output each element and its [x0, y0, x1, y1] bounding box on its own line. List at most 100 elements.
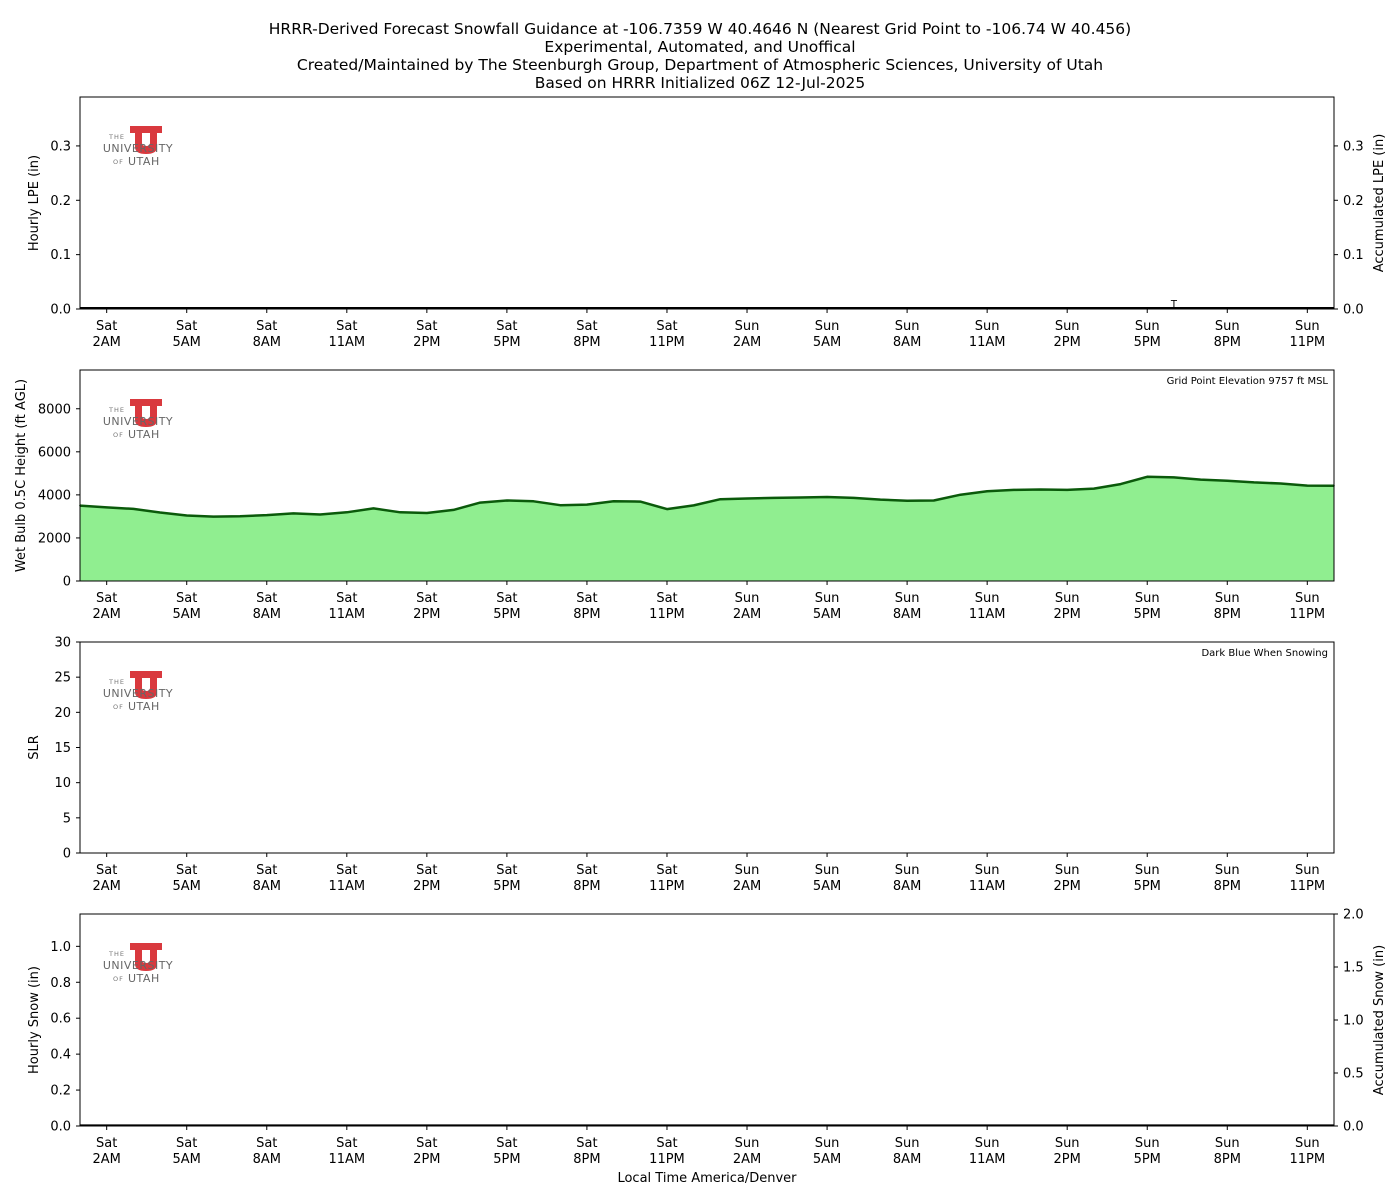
x-tick-day-label: Sat: [96, 1136, 117, 1151]
x-tick-day-label: Sat: [576, 1136, 597, 1151]
y-tick-label: 0: [63, 575, 71, 590]
data-point: [105, 506, 108, 509]
y-tick-label: 0.3: [50, 139, 71, 154]
x-tick-day-label: Sun: [1135, 591, 1160, 606]
y2-tick-label: 1.0: [1343, 1014, 1364, 1029]
logo-text-of: OF: [113, 431, 124, 439]
data-point: [292, 512, 295, 515]
data-point: [692, 504, 695, 507]
x-tick-time-label: 11AM: [969, 335, 1006, 350]
x-tick-time-label: 11AM: [328, 335, 365, 350]
x-tick-day-label: Sat: [96, 591, 117, 606]
x-tick-day-label: Sat: [496, 319, 517, 334]
series-line: [79, 475, 1335, 518]
logo-text-university: UNIVERSITY: [103, 959, 173, 972]
x-tick-time-label: 5PM: [493, 607, 520, 622]
y2-tick-label: 0.0: [1343, 303, 1364, 318]
x-tick-time-label: 2AM: [733, 1152, 761, 1167]
data-point: [185, 514, 188, 517]
logo-text-the: THE: [108, 133, 125, 141]
x-tick-day-label: Sat: [336, 319, 357, 334]
x-tick-time-label: 8AM: [893, 335, 921, 350]
y-tick-label: 0.2: [50, 1084, 71, 1099]
y2-tick-label: 0.5: [1343, 1067, 1364, 1082]
data-point: [719, 498, 722, 501]
x-tick-time-label: 2AM: [92, 879, 120, 894]
data-point: [239, 515, 241, 517]
figure-title: HRRR-Derived Forecast Snowfall Guidance …: [0, 20, 1400, 92]
x-tick-day-label: Sun: [1215, 863, 1240, 878]
x-tick-day-label: Sun: [1295, 591, 1320, 606]
y2-axis-label: Accumulated Snow (in): [1372, 945, 1387, 1095]
title-line-2: Experimental, Automated, and Unoffical: [544, 38, 856, 56]
x-tick-day-label: Sun: [1135, 319, 1160, 334]
x-tick-day-label: Sat: [176, 1136, 197, 1151]
y-tick-label: 0.6: [50, 1012, 71, 1027]
x-tick-day-label: Sun: [895, 1136, 920, 1151]
x-tick-day-label: Sun: [1215, 319, 1240, 334]
x-tick-day-label: Sat: [336, 863, 357, 878]
x-tick-time-label: 2PM: [413, 1152, 440, 1167]
x-tick-time-label: 8AM: [253, 879, 281, 894]
y2-tick-label: 2.0: [1343, 908, 1364, 923]
data-point: [266, 514, 268, 516]
x-tick-time-label: 5PM: [1134, 1152, 1161, 1167]
y-tick-label: 2000: [38, 531, 71, 546]
x-tick-time-label: 5AM: [173, 607, 201, 622]
y-tick-label: 0: [63, 847, 71, 862]
y2-tick-label: 0.3: [1343, 139, 1364, 154]
data-point: [1199, 478, 1202, 481]
y-tick-label: 0.4: [50, 1048, 71, 1063]
x-tick-time-label: 11AM: [969, 1152, 1006, 1167]
data-point: [879, 498, 882, 501]
data-point: [399, 511, 402, 514]
u-block-icon: [130, 399, 162, 427]
title-line-3: Created/Maintained by The Steenburgh Gro…: [296, 56, 1104, 74]
x-tick-day-label: Sat: [576, 863, 597, 878]
u-block-icon: [130, 126, 162, 154]
data-point: [772, 497, 775, 499]
x-tick-time-label: 11PM: [1290, 607, 1326, 622]
x-tick-day-label: Sat: [576, 319, 597, 334]
x-tick-day-label: Sat: [496, 1136, 517, 1151]
x-tick-time-label: 5PM: [1134, 335, 1161, 350]
u-block-icon: [130, 943, 162, 971]
x-tick-day-label: Sat: [96, 319, 117, 334]
x-tick-day-label: Sun: [1215, 1136, 1240, 1151]
x-tick-time-label: 2PM: [413, 879, 440, 894]
u-block-icon: [130, 671, 162, 699]
x-tick-time-label: 2AM: [92, 335, 120, 350]
x-tick-time-label: 2AM: [733, 607, 761, 622]
chart-panel-2: 0 2000 4000 6000 8000 Wet Bulb 0.5C Height (f…: [14, 369, 1335, 622]
data-point: [933, 499, 935, 502]
data-point: [1119, 483, 1122, 485]
x-tick-day-label: Sun: [895, 591, 920, 606]
x-tick-day-label: Sat: [656, 863, 677, 878]
x-tick-time-label: 8PM: [573, 879, 600, 894]
data-point: [1226, 479, 1229, 482]
title-line-4: Based on HRRR Initialized 06Z 12-Jul-202…: [534, 74, 866, 92]
data-point: [1013, 489, 1015, 491]
logo-text-utah: UTAH: [128, 428, 160, 441]
logo-text-university: UNIVERSITY: [103, 687, 173, 700]
x-tick-day-label: Sun: [1055, 1136, 1080, 1151]
data-point: [1039, 488, 1042, 491]
x-tick-time-label: 8PM: [573, 607, 600, 622]
data-point: [212, 515, 215, 518]
y-tick-label: 0.0: [50, 1120, 71, 1135]
x-tick-day-label: Sun: [1135, 863, 1160, 878]
logo-text-utah: UTAH: [128, 155, 160, 168]
x-tick-time-label: 11PM: [1290, 879, 1326, 894]
data-point: [1306, 484, 1309, 487]
x-tick-time-label: 5PM: [493, 1152, 520, 1167]
x-tick-time-label: 11AM: [969, 879, 1006, 894]
x-tick-time-label: 2PM: [1054, 879, 1081, 894]
x-tick-time-label: 11PM: [1290, 335, 1326, 350]
x-tick-time-label: 2AM: [92, 1152, 120, 1167]
x-tick-day-label: Sat: [176, 863, 197, 878]
x-tick-time-label: 11AM: [969, 607, 1006, 622]
